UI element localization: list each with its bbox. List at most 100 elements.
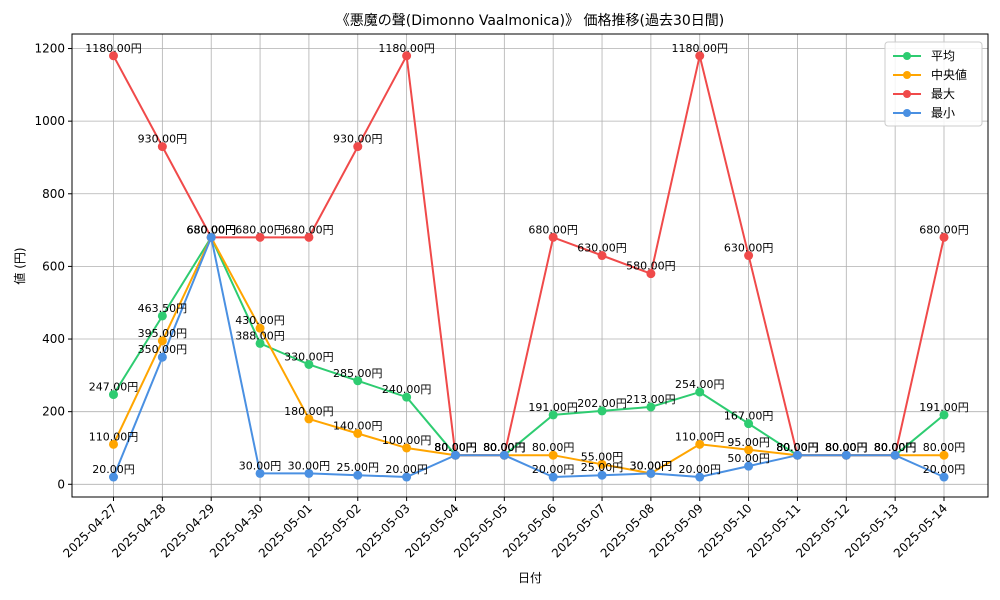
data-label: 254.00円 xyxy=(675,378,725,391)
data-label: 680.00円 xyxy=(528,223,578,236)
data-label: 80.00円 xyxy=(776,441,819,454)
data-point xyxy=(597,251,607,261)
data-label: 202.00円 xyxy=(577,397,627,410)
data-label: 680.00円 xyxy=(186,223,236,236)
data-label: 430.00円 xyxy=(235,314,285,327)
data-point xyxy=(304,232,314,242)
data-point xyxy=(597,459,607,469)
data-label: 1180.00円 xyxy=(85,42,142,55)
data-label: 20.00円 xyxy=(923,463,966,476)
data-label: 110.00円 xyxy=(89,430,139,443)
data-point xyxy=(939,450,949,460)
y-tick-label: 800 xyxy=(42,187,65,201)
legend-item: 最小 xyxy=(893,106,955,120)
data-point xyxy=(304,359,314,369)
data-point xyxy=(353,142,363,152)
data-point xyxy=(353,376,363,386)
data-label: 580.00円 xyxy=(626,260,676,273)
data-point xyxy=(157,336,167,346)
y-tick-label: 200 xyxy=(42,405,65,419)
data-label: 680.00円 xyxy=(919,223,969,236)
data-label: 680.00円 xyxy=(235,223,285,236)
data-point xyxy=(646,269,656,279)
data-label: 80.00円 xyxy=(874,441,917,454)
series-layer xyxy=(109,51,949,482)
data-label: 110.00円 xyxy=(675,430,725,443)
data-point xyxy=(109,390,118,400)
data-label: 191.00円 xyxy=(528,401,578,414)
x-axis: 2025-04-272025-04-282025-04-292025-04-30… xyxy=(60,497,950,560)
data-label: 395.00円 xyxy=(138,327,188,340)
data-point xyxy=(744,419,754,429)
data-point xyxy=(109,439,118,449)
data-label: 80.00円 xyxy=(825,441,868,454)
y-tick-label: 400 xyxy=(42,332,65,346)
data-label: 20.00円 xyxy=(92,463,135,476)
plot-frame xyxy=(71,33,989,498)
legend-marker xyxy=(903,52,911,60)
data-point xyxy=(548,472,558,482)
legend-item: 最大 xyxy=(893,87,955,101)
series-line xyxy=(112,233,945,479)
data-label: 80.00円 xyxy=(825,441,868,454)
data-point xyxy=(792,450,802,460)
data-label: 930.00円 xyxy=(333,133,383,146)
data-point xyxy=(255,232,265,242)
legend-item: 中央値 xyxy=(893,67,967,82)
data-label: 80.00円 xyxy=(923,441,966,454)
data-point xyxy=(353,470,363,480)
data-label: 30.00円 xyxy=(630,459,673,472)
data-label: 80.00円 xyxy=(434,441,477,454)
data-label: 80.00円 xyxy=(532,441,575,454)
data-point xyxy=(548,410,558,420)
data-label: 25.00円 xyxy=(337,461,380,474)
grid xyxy=(72,34,988,497)
data-label: 680.00円 xyxy=(186,223,236,236)
data-label: 240.00円 xyxy=(382,383,432,396)
data-label: 80.00円 xyxy=(874,441,917,454)
legend-label: 平均 xyxy=(931,49,955,63)
data-label: 55.00円 xyxy=(581,450,624,463)
data-label: 30.00円 xyxy=(288,459,331,472)
data-label: 80.00円 xyxy=(434,441,477,454)
data-label: 80.00円 xyxy=(776,441,819,454)
data-label: 930.00円 xyxy=(138,133,188,146)
data-label: 350.00円 xyxy=(138,343,188,356)
data-label: 285.00円 xyxy=(333,367,383,380)
data-label: 330.00円 xyxy=(284,350,334,363)
data-point xyxy=(695,472,705,482)
data-point xyxy=(744,461,754,471)
data-label: 80.00円 xyxy=(434,441,477,454)
data-label: 30.00円 xyxy=(239,459,282,472)
y-axis-label: 値 (円) xyxy=(12,247,27,284)
data-point xyxy=(597,470,607,480)
data-point xyxy=(450,450,460,460)
chart-title: 《悪魔の聲(Dimonno Vaalmonica)》 価格推移(過去30日間) xyxy=(336,12,725,29)
data-point xyxy=(890,450,900,460)
y-tick-label: 1200 xyxy=(34,42,65,56)
data-label: 80.00円 xyxy=(825,441,868,454)
data-label: 140.00円 xyxy=(333,419,383,432)
data-label: 80.00円 xyxy=(483,441,526,454)
x-axis-label: 日付 xyxy=(518,571,542,585)
data-point xyxy=(646,402,656,412)
data-label: 630.00円 xyxy=(724,242,774,255)
data-label: 20.00円 xyxy=(532,463,575,476)
data-point xyxy=(304,414,314,424)
legend-item: 平均 xyxy=(893,49,955,63)
data-point xyxy=(402,472,412,482)
legend-label: 中央値 xyxy=(931,67,967,82)
data-label: 680.00円 xyxy=(284,223,334,236)
y-axis: 0 200 400 600 800 1000 1200 xyxy=(34,42,72,491)
data-label: 680.00円 xyxy=(186,223,236,236)
data-point xyxy=(548,232,558,242)
data-labels: 247.00円 463.50円 680.00円 388.00円 330.00円 285.0… xyxy=(85,42,969,476)
data-label: 1180.00円 xyxy=(671,42,728,55)
series-2 xyxy=(109,51,949,460)
legend-marker xyxy=(903,90,911,98)
data-label: 80.00円 xyxy=(874,441,917,454)
data-label: 167.00円 xyxy=(724,410,774,423)
data-label: 1180.00円 xyxy=(378,42,435,55)
data-point xyxy=(402,51,412,61)
